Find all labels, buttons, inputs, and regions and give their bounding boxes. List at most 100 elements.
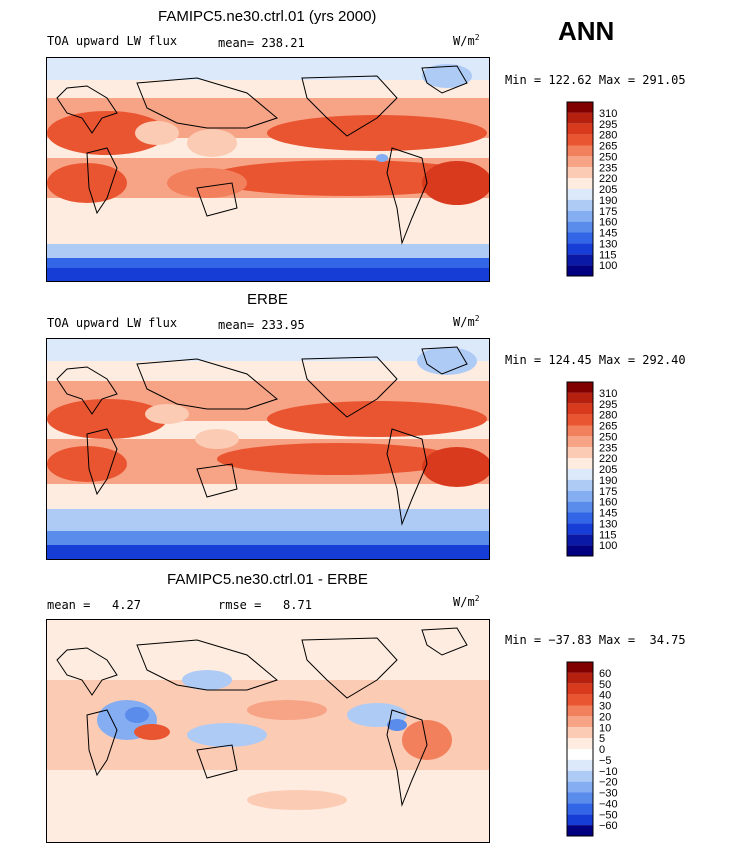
panel2-title: ERBE	[247, 291, 288, 308]
panel3-colorbar-label: −10	[599, 766, 618, 778]
panel1-colorbar-label: 310	[599, 108, 617, 120]
panel1-colorbar-label: 280	[599, 130, 617, 142]
panel1-map-svg	[47, 58, 489, 281]
panel3-colorbar-swatch	[567, 770, 593, 782]
panel2-colorbar-label: 175	[599, 486, 617, 498]
panel3-colorbar-label: 40	[599, 690, 611, 702]
panel2-colorbar-label: 265	[599, 421, 617, 433]
panel2-colorbar-swatch	[567, 458, 593, 469]
panel2-colorbar-swatch	[567, 523, 593, 535]
panel1-colorbar-swatch	[567, 178, 593, 189]
panel1-units: W/m2	[453, 33, 480, 48]
panel1-colorbar-swatch	[567, 189, 593, 200]
panel1-colorbar-label: 100	[599, 260, 617, 272]
panel2-colorbar-svg: 3102952802652502352202051901751601451301…	[566, 381, 617, 557]
panel2-colorbar-swatch	[567, 545, 593, 556]
panel3-colorbar-swatch	[567, 792, 593, 804]
panel3-colorbar-label: 60	[599, 668, 611, 680]
panel1-colorbar-swatch	[567, 243, 593, 255]
panel2-min-max: Min = 124.45 Max = 292.40	[505, 353, 686, 367]
panel2-colorbar-swatch	[567, 447, 593, 459]
panel2-mean-label: mean= 233.95	[218, 318, 305, 332]
panel2-colorbar-swatch	[567, 403, 593, 415]
panel1-colorbar-label: 115	[599, 249, 617, 261]
panel2-colorbar-swatch	[567, 534, 593, 546]
panel1-colorbar-label: 250	[599, 151, 617, 163]
panel3-colorbar-label: 5	[599, 733, 605, 745]
panel1-colorbar-swatch	[567, 145, 593, 157]
panel3-colorbar-swatch	[567, 825, 593, 836]
panel3-colorbar-label: 10	[599, 722, 611, 734]
panel1-colorbar-swatch	[567, 102, 593, 113]
panel3-min-max: Min = −37.83 Max = 34.75	[505, 633, 686, 647]
panel1-colorbar-label: 265	[599, 141, 617, 153]
panel1-colorbar-swatch	[567, 167, 593, 179]
panel3-colorbar-label: 20	[599, 711, 611, 723]
panel2-colorbar-swatch	[567, 501, 593, 513]
panel2-colorbar-swatch	[567, 436, 593, 448]
panel1-colorbar-swatch	[567, 210, 593, 222]
panel1-title: FAMIPC5.ne30.ctrl.01 (yrs 2000)	[158, 8, 377, 25]
panel1-mean-label: mean= 238.21	[218, 36, 305, 50]
panel3-colorbar-swatch	[567, 672, 593, 684]
panel3-colorbar-label: −60	[599, 820, 618, 832]
panel3-units: W/m2	[453, 594, 480, 609]
panel2-colorbar-label: 130	[599, 518, 617, 530]
panel2-colorbar-swatch	[567, 414, 593, 426]
panel2-colorbar-swatch	[567, 425, 593, 437]
panel3-colorbar-label: 30	[599, 701, 611, 713]
panel2-colorbar-label: 160	[599, 497, 617, 509]
panel3-colorbar-label: −30	[599, 788, 618, 800]
panel1-colorbar-border	[566, 101, 594, 277]
panel3-colorbar-label: −40	[599, 798, 618, 810]
panel2-colorbar-swatch	[567, 479, 593, 491]
panel3-mean-value: 4.27	[112, 598, 141, 612]
panel3-colorbar-swatch	[567, 716, 593, 728]
panel1-colorbar-label: 160	[599, 217, 617, 229]
panel3-colorbar-swatch	[567, 662, 593, 673]
panel1-colorbar-label: 190	[599, 195, 617, 207]
panel3-mean-label: mean = 4.27	[47, 598, 141, 612]
panel2-variable-label: TOA upward LW flux	[47, 316, 178, 330]
panel1-colorbar: 310 295 280 265 250 235 220 205 190 175 160 145 130 1…	[565, 101, 645, 281]
panel2-colorbar-swatch	[567, 469, 593, 480]
panel1-colorbar-swatch	[567, 265, 593, 276]
panel2-colorbar-label: 205	[599, 464, 617, 476]
panel3-colorbar-swatch	[567, 705, 593, 717]
panel1-colorbar-swatch	[567, 134, 593, 146]
panel3-title: FAMIPC5.ne30.ctrl.01 - ERBE	[167, 571, 368, 588]
panel3-colorbar-label: 50	[599, 679, 611, 691]
panel2-colorbar-border	[566, 381, 594, 557]
panel3-colorbar-swatch	[567, 803, 593, 815]
panel2-map-svg	[47, 339, 489, 559]
panel3-rmse-value: 8.71	[283, 598, 312, 612]
panel3-colorbar-swatch	[567, 781, 593, 793]
panel2-colorbar-label: 100	[599, 540, 617, 552]
panel2-colorbar-swatch	[567, 392, 593, 404]
panel3-colorbar-swatch	[567, 727, 593, 739]
panel3-colorbar-swatch	[567, 814, 593, 826]
panel2-colorbar-label: 235	[599, 442, 617, 454]
panel2-colorbar-swatch	[567, 490, 593, 502]
panel2-colorbar-label: 250	[599, 431, 617, 443]
panel1-colorbar-label: 235	[599, 162, 617, 174]
panel1-colorbar-swatch	[567, 221, 593, 233]
panel3-map	[46, 619, 490, 843]
panel2-colorbar-label: 295	[599, 399, 617, 411]
panel3-colorbar-swatch	[567, 738, 593, 749]
panel1-colorbar-swatch	[567, 232, 593, 244]
panel1-colorbar-swatch	[567, 123, 593, 135]
panel2-colorbar-swatch	[567, 382, 593, 393]
panel1-colorbar-swatch	[567, 199, 593, 211]
panel2-mean-value: 233.95	[261, 318, 305, 332]
panel1-colorbar-swatch	[567, 254, 593, 266]
panel2-colorbar-label: 220	[599, 453, 617, 465]
panel1-min-max: Min = 122.62 Max = 291.05	[505, 73, 686, 87]
panel3-colorbar: 60 50 40 30 20 10 5 0 −5 −10 −20 −30 −40 −50 −60	[565, 661, 645, 841]
panel1-colorbar-label: 145	[599, 228, 617, 240]
panel2-colorbar-label: 280	[599, 410, 617, 422]
panel1-colorbar-swatch	[567, 156, 593, 168]
panel2-colorbar-label: 145	[599, 508, 617, 520]
panel2-colorbar-label: 310	[599, 388, 617, 400]
